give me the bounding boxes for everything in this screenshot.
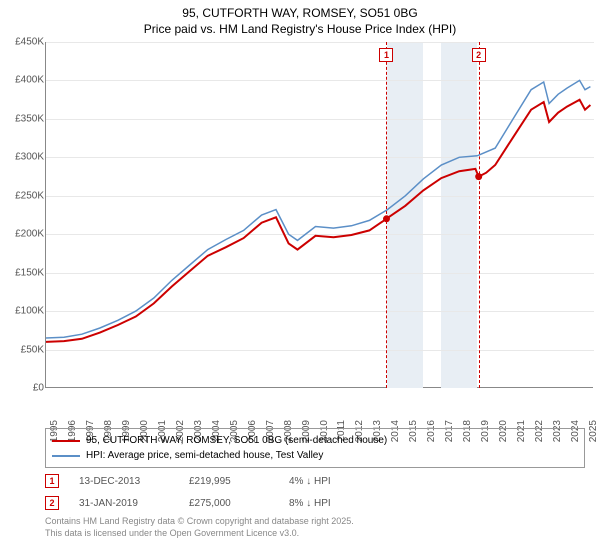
y-axis-label: £250K [15, 190, 44, 201]
y-axis-label: £0 [33, 383, 44, 394]
legend-swatch [52, 440, 80, 442]
y-axis-label: £200K [15, 229, 44, 240]
sales-table: 1 13-DEC-2013 £219,995 4% ↓ HPI 2 31-JAN… [45, 470, 369, 514]
series-property [46, 100, 590, 342]
y-axis-label: £400K [15, 75, 44, 86]
sale-dot [475, 173, 482, 180]
y-axis-label: £50K [21, 344, 44, 355]
legend-item: 95, CUTFORTH WAY, ROMSEY, SO51 0BG (semi… [52, 433, 578, 448]
y-axis-label: £150K [15, 267, 44, 278]
sale-dot [383, 215, 390, 222]
chart-container: 95, CUTFORTH WAY, ROMSEY, SO51 0BG Price… [0, 0, 600, 560]
sale-diff: 4% ↓ HPI [289, 476, 369, 487]
sale-date: 31-JAN-2019 [79, 498, 169, 509]
legend-label: 95, CUTFORTH WAY, ROMSEY, SO51 0BG (semi… [86, 433, 387, 448]
sale-date: 13-DEC-2013 [79, 476, 169, 487]
sale-price: £219,995 [189, 476, 269, 487]
title-line1: 95, CUTFORTH WAY, ROMSEY, SO51 0BG [0, 6, 600, 22]
footer-line1: Contains HM Land Registry data © Crown c… [45, 516, 354, 528]
chart-marker: 1 [379, 48, 393, 62]
chart-area: 12 [45, 42, 593, 388]
sale-diff: 8% ↓ HPI [289, 498, 369, 509]
chart-marker: 2 [472, 48, 486, 62]
plot-region: 12 [45, 42, 593, 388]
series-hpi [46, 80, 590, 338]
x-axis-label: 2025 [588, 420, 599, 442]
footer: Contains HM Land Registry data © Crown c… [45, 516, 354, 539]
sale-marker-icon: 2 [45, 496, 59, 510]
sale-row: 1 13-DEC-2013 £219,995 4% ↓ HPI [45, 470, 369, 492]
y-axis-label: £350K [15, 113, 44, 124]
footer-line2: This data is licensed under the Open Gov… [45, 528, 354, 540]
y-axis-label: £300K [15, 152, 44, 163]
sale-row: 2 31-JAN-2019 £275,000 8% ↓ HPI [45, 492, 369, 514]
y-axis-label: £450K [15, 37, 44, 48]
line-series [46, 42, 594, 388]
legend-item: HPI: Average price, semi-detached house,… [52, 448, 578, 463]
sale-marker-icon: 1 [45, 474, 59, 488]
sale-price: £275,000 [189, 498, 269, 509]
title-line2: Price paid vs. HM Land Registry's House … [0, 22, 600, 38]
legend-label: HPI: Average price, semi-detached house,… [86, 448, 323, 463]
chart-title: 95, CUTFORTH WAY, ROMSEY, SO51 0BG Price… [0, 0, 600, 37]
legend-swatch [52, 455, 80, 457]
y-axis-label: £100K [15, 306, 44, 317]
legend: 95, CUTFORTH WAY, ROMSEY, SO51 0BG (semi… [45, 428, 585, 468]
